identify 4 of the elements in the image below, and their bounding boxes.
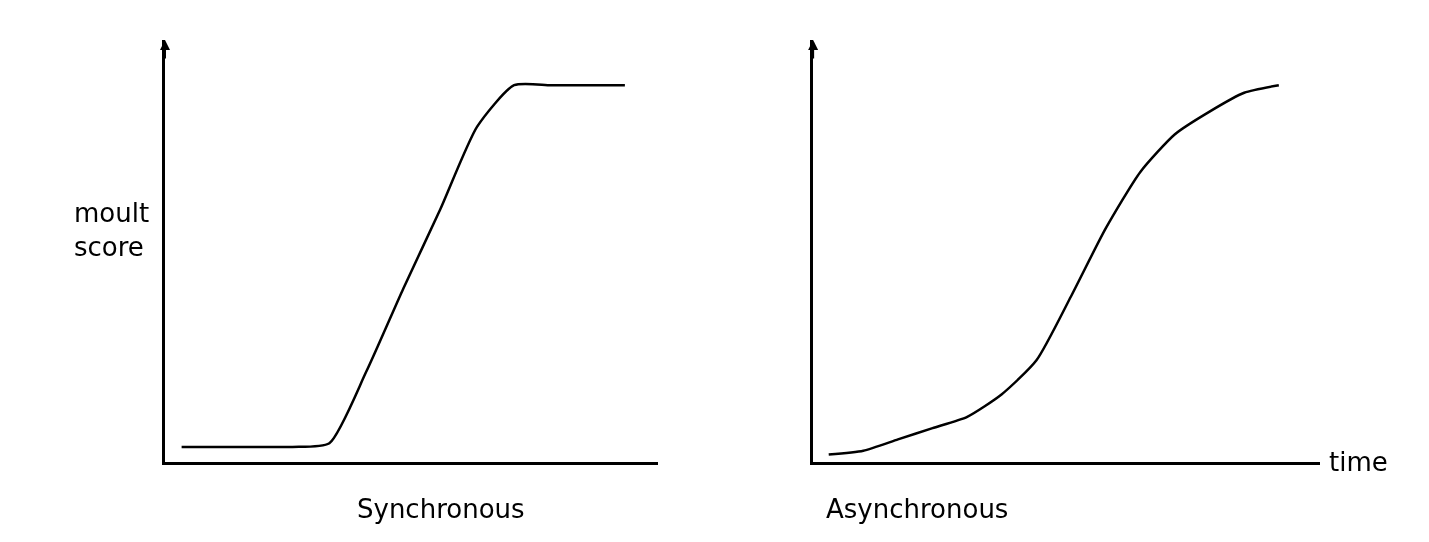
y-axis-title: moult score (74, 198, 150, 262)
text: Asynchronous (826, 494, 1009, 524)
text: Synchronous (357, 494, 525, 524)
x-axis-title: time (1329, 447, 1388, 477)
